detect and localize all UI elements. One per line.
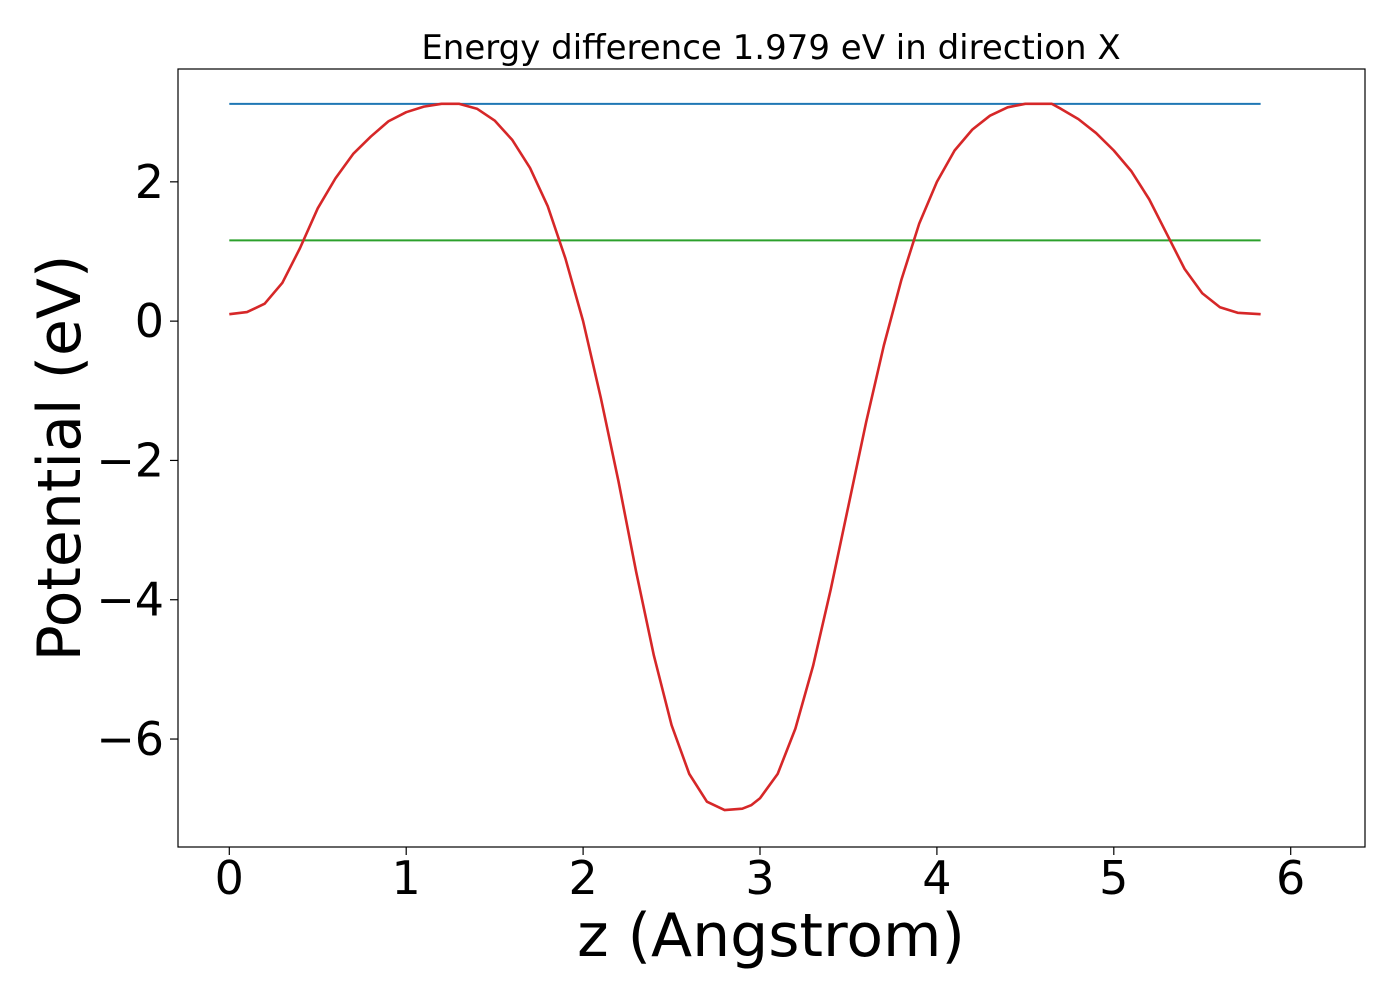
y-tick-label: −2 [96,433,164,487]
x-tick-label: 3 [745,851,774,905]
y-tick-label: −6 [96,712,164,766]
x-tick-label: 4 [922,851,951,905]
x-tick-label: 6 [1276,851,1305,905]
y-axis-label: Potential (eV) [25,255,95,662]
x-tick-label: 5 [1099,851,1128,905]
series-line-0 [229,102,1261,812]
y-tick-label: −4 [96,573,164,627]
chart-title: Energy difference 1.979 eV in direction … [421,28,1120,68]
x-tick-label: 0 [215,851,244,905]
x-tick-label: 2 [568,851,597,905]
x-axis-ticks: 0 1 2 3 4 5 6 [215,847,1305,905]
y-axis-ticks: −6 −4 −2 0 2 [96,155,178,766]
plot-frame [177,68,1366,848]
series-layer [229,102,1261,812]
x-tick-label: 1 [392,851,421,905]
y-tick-label: 0 [135,294,164,348]
y-tick-label: 2 [135,155,164,209]
x-axis-label: z (Angstrom) [577,901,965,971]
